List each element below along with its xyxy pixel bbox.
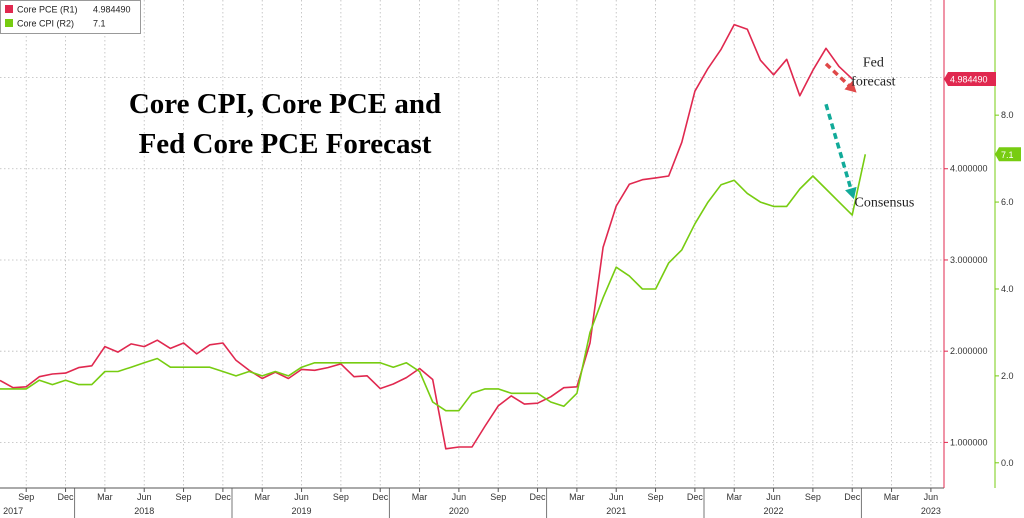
x-tick-label: Sep	[490, 492, 506, 502]
year-label: 2017	[3, 506, 23, 516]
year-label: 2018	[134, 506, 154, 516]
annotations: Fed forecast Consensus	[851, 56, 914, 211]
year-label: 2021	[606, 506, 626, 516]
chart-title: Core CPI, Core PCE and Fed Core PCE Forec…	[129, 88, 441, 160]
x-tick-label: Mar	[412, 492, 428, 502]
r2-tick-label: 6.0	[1001, 197, 1014, 207]
annotation-label: forecast	[851, 75, 895, 90]
x-tick-label: Sep	[333, 492, 349, 502]
r2-tick-label: 8.0	[1001, 110, 1014, 120]
x-tick-label: Sep	[18, 492, 34, 502]
x-tick-label: Dec	[58, 492, 75, 502]
x-tick-label: Jun	[609, 492, 624, 502]
chart-title-line: Fed Core PCE Forecast	[139, 128, 432, 160]
r2-tick-label: 2.0	[1001, 371, 1014, 381]
x-tick-label: Dec	[215, 492, 232, 502]
r1-tick-label: 2.000000	[950, 346, 988, 356]
fed-forecast-arrowhead	[844, 80, 857, 93]
gridlines	[0, 0, 944, 488]
year-label: 2023	[921, 506, 941, 516]
fed-forecast-line	[824, 62, 854, 90]
x-tick-label: Dec	[372, 492, 389, 502]
year-label: 2019	[292, 506, 312, 516]
r2-tick-label: 4.0	[1001, 284, 1014, 294]
x-tick-label: Mar	[254, 492, 270, 502]
x-tick-label: Sep	[805, 492, 821, 502]
x-tick-label: Jun	[294, 492, 309, 502]
r2-tick-label: 0.0	[1001, 458, 1014, 468]
x-tick-label: Dec	[844, 492, 861, 502]
r1-tick-label: 1.000000	[950, 437, 988, 447]
legend: Core PCE (R1) 4.984490 Core CPI (R2) 7.1	[0, 0, 141, 34]
x-tick-label: Jun	[924, 492, 939, 502]
x-tick-label: Mar	[726, 492, 742, 502]
legend-value: 7.1	[93, 19, 106, 29]
consensus-arrowhead	[845, 186, 857, 200]
x-tick-label: Mar	[569, 492, 585, 502]
x-tick-label: Jun	[766, 492, 781, 502]
r2-axis: 0.0 2.0 4.0 6.0 8.0	[995, 110, 1014, 468]
r1-tick-label: 4.000000	[950, 164, 988, 174]
x-tick-label: Sep	[176, 492, 192, 502]
x-tick-label: Dec	[530, 492, 547, 502]
legend-swatch	[5, 19, 13, 27]
x-tick-label: Mar	[884, 492, 900, 502]
x-tick-label: Jun	[452, 492, 467, 502]
last-value-flags: 4.984490 7.1	[944, 71, 1021, 162]
x-tick-label: Dec	[687, 492, 704, 502]
annotation-label: Consensus	[854, 195, 914, 210]
x-tick-label: Mar	[97, 492, 113, 502]
last-value-flag-r2	[995, 147, 1021, 162]
consensus-line	[824, 103, 854, 194]
series-lines	[0, 23, 867, 450]
last-value-label-r1: 4.984490	[950, 74, 988, 84]
x-axis: Sep Dec Mar Jun Sep Dec Mar Jun Sep Dec Mar Jun Sep D…	[3, 488, 941, 518]
core-cpi-r2-line	[0, 154, 867, 412]
year-label: 2022	[764, 506, 784, 516]
r1-tick-label: 3.000000	[950, 255, 988, 265]
legend-box	[0, 0, 141, 34]
last-value-label-r2: 7.1	[1001, 150, 1014, 160]
chart-title-line: Core CPI, Core PCE and	[129, 88, 441, 120]
r1-axis: 1.000000 2.000000 3.000000 4.000000	[944, 164, 988, 447]
year-label: 2020	[449, 506, 469, 516]
legend-value: 4.984490	[93, 5, 131, 15]
x-tick-label: Jun	[137, 492, 152, 502]
last-value-flag-r1	[944, 71, 996, 86]
x-tick-label: Sep	[648, 492, 664, 502]
core-pce-r1-line	[0, 23, 853, 450]
legend-swatch	[5, 5, 13, 13]
legend-label: Core CPI (R2)	[17, 19, 74, 29]
legend-label: Core PCE (R1)	[17, 5, 78, 15]
annotation-label: Fed	[863, 56, 884, 71]
